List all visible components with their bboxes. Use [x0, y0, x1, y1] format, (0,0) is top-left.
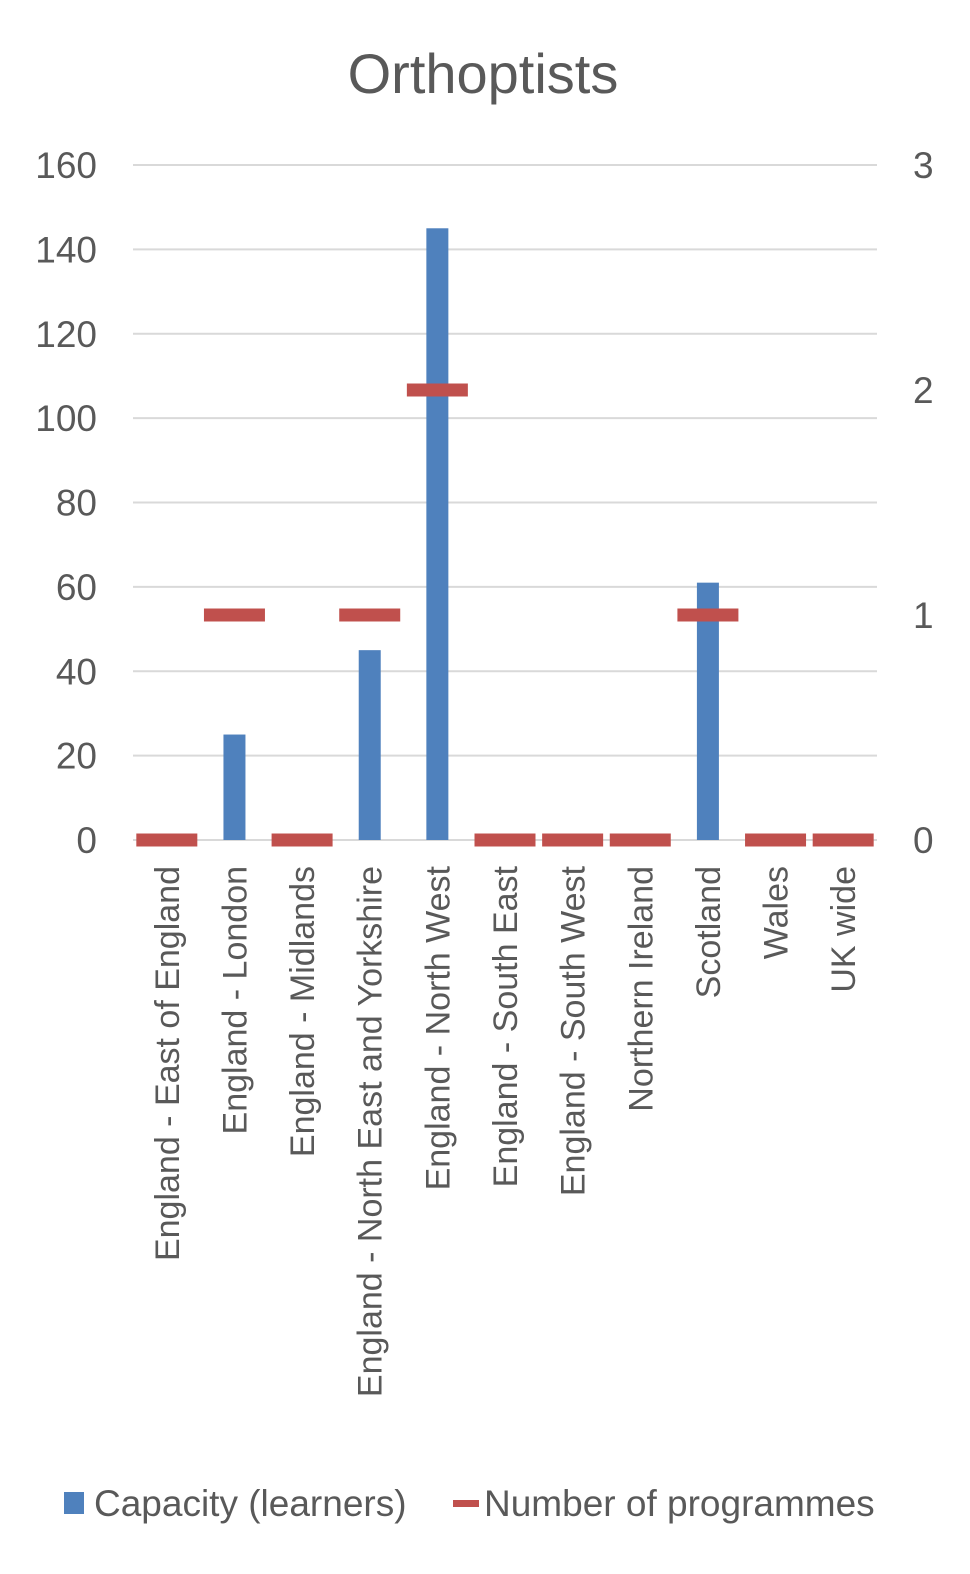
bar [696, 582, 719, 840]
y2-tick-label: 2 [913, 370, 934, 411]
legend-label-programmes: Number of programmes [484, 1483, 875, 1524]
x-tick-label: England - Midlands [284, 866, 322, 1157]
y-axis-left: 0 20 40 60 80 100 120 140 160 [35, 145, 97, 861]
bar [358, 650, 381, 840]
y2-tick-label: 3 [913, 145, 934, 186]
programme-marker [677, 608, 739, 622]
programme-marker [609, 833, 671, 847]
bar [426, 228, 449, 840]
legend-swatch-capacity [64, 1492, 84, 1514]
x-tick-label: Northern Ireland [622, 866, 660, 1112]
y2-tick-label: 1 [913, 595, 934, 636]
x-tick-label: Scotland [690, 866, 728, 998]
x-tick-label: England - London [216, 866, 254, 1134]
x-tick-label: England - South East [487, 865, 525, 1187]
y-tick-label: 40 [56, 651, 97, 692]
x-tick-label: England - North West [419, 865, 457, 1190]
gridlines [133, 164, 877, 841]
y-axis-right: 0 1 2 3 [913, 145, 934, 861]
programme-marker [339, 608, 401, 622]
y-tick-label: 20 [56, 736, 97, 777]
x-axis: England - East of England England - Londo… [149, 865, 863, 1397]
x-tick-label: England - East of England [149, 866, 187, 1261]
y-tick-label: 80 [56, 483, 97, 524]
legend-label-capacity: Capacity (learners) [94, 1483, 407, 1524]
legend: Capacity (learners) Number of programmes [64, 1483, 875, 1524]
y-tick-label: 0 [76, 820, 97, 861]
programme-marker [474, 833, 536, 847]
programme-marker [745, 833, 807, 847]
programme-marker [203, 608, 265, 622]
programme-marker [406, 383, 468, 397]
y-tick-label: 100 [35, 398, 97, 439]
programme-marker [271, 833, 333, 847]
chart-title: Orthoptists [348, 42, 619, 105]
y-tick-label: 160 [35, 145, 97, 186]
y-tick-label: 140 [35, 229, 97, 270]
programme-marker [136, 833, 198, 847]
y2-tick-label: 0 [913, 820, 934, 861]
x-tick-label: England - South West [555, 865, 593, 1196]
legend-swatch-programmes [453, 1500, 479, 1507]
programme-marker [812, 833, 874, 847]
x-tick-label: England - North East and Yorkshire [352, 866, 390, 1397]
x-tick-label: Wales [758, 866, 796, 959]
y-tick-label: 60 [56, 567, 97, 608]
x-tick-label: UK wide [825, 866, 863, 993]
programme-marker [542, 833, 604, 847]
marker-series [136, 383, 874, 847]
bar-series [223, 228, 719, 840]
bar [223, 734, 246, 840]
y-tick-label: 120 [35, 314, 97, 355]
